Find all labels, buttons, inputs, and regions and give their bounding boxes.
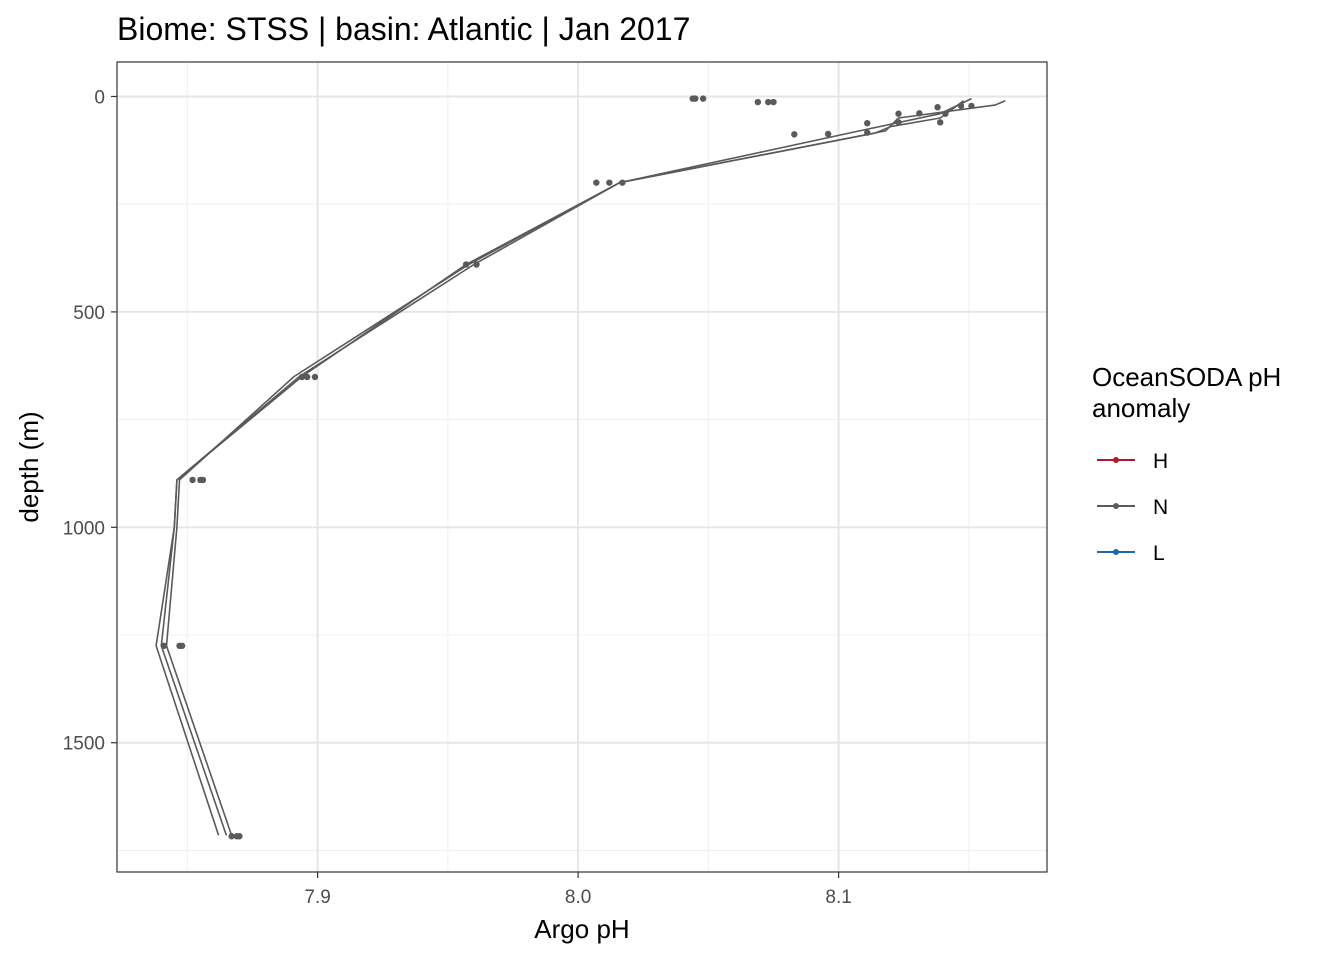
legend-label: N bbox=[1153, 496, 1168, 519]
legend-title-line-2: anomaly bbox=[1092, 393, 1190, 423]
data-point bbox=[791, 131, 798, 138]
y-tick-label: 1000 bbox=[63, 518, 105, 539]
data-point bbox=[936, 119, 944, 126]
legend-label: L bbox=[1153, 542, 1165, 565]
data-point bbox=[934, 104, 941, 111]
data-point bbox=[895, 119, 902, 126]
data-point bbox=[895, 110, 902, 117]
data-point bbox=[770, 98, 777, 106]
y-axis-title: depth (m) bbox=[14, 411, 44, 522]
panel-background bbox=[117, 62, 1047, 872]
data-point bbox=[916, 110, 923, 117]
data-point bbox=[178, 642, 186, 650]
legend-title-line-1: OceanSODA pH bbox=[1092, 362, 1281, 392]
y-axis: 0 500 1000 1500 bbox=[63, 87, 117, 755]
data-point bbox=[699, 95, 707, 102]
x-axis: 7.9 8.0 8.1 bbox=[304, 872, 852, 908]
data-point bbox=[957, 102, 965, 110]
legend-label: H bbox=[1153, 450, 1168, 473]
data-point bbox=[160, 642, 168, 650]
data-point bbox=[692, 95, 699, 102]
data-point bbox=[606, 179, 613, 186]
legend-key-point bbox=[1113, 503, 1119, 509]
data-point bbox=[754, 98, 762, 106]
data-point bbox=[311, 373, 319, 381]
data-point bbox=[593, 179, 600, 186]
panel-border bbox=[116, 61, 1048, 873]
data-point bbox=[462, 261, 470, 268]
data-point bbox=[864, 119, 871, 127]
data-point bbox=[765, 98, 772, 106]
data-point bbox=[968, 102, 975, 110]
plot-panel bbox=[116, 61, 1048, 873]
data-point bbox=[824, 130, 832, 138]
data-point bbox=[473, 261, 480, 268]
x-tick-label: 8.1 bbox=[825, 887, 851, 908]
data-point bbox=[298, 373, 306, 381]
y-tick-label: 0 bbox=[94, 87, 105, 108]
y-tick-label: 1500 bbox=[63, 734, 105, 755]
legend: OceanSODA pH anomaly HNL bbox=[1092, 362, 1281, 565]
data-point bbox=[236, 833, 243, 840]
series-points bbox=[160, 95, 975, 840]
y-tick-label: 500 bbox=[73, 303, 105, 324]
x-tick-label: 8.0 bbox=[565, 887, 591, 908]
data-point bbox=[303, 373, 311, 381]
x-axis-title: Argo pH bbox=[534, 914, 629, 944]
data-point bbox=[864, 129, 871, 136]
data-point bbox=[228, 833, 235, 840]
x-tick-label: 7.9 bbox=[304, 887, 330, 908]
data-point bbox=[199, 476, 207, 484]
grid-major bbox=[117, 62, 1047, 872]
legend-key-point bbox=[1113, 457, 1119, 463]
data-point bbox=[189, 476, 196, 484]
chart-title: Biome: STSS | basin: Atlantic | Jan 2017 bbox=[117, 11, 690, 47]
data-point bbox=[619, 179, 626, 186]
legend-key-point bbox=[1113, 549, 1119, 555]
data-point bbox=[942, 110, 949, 117]
